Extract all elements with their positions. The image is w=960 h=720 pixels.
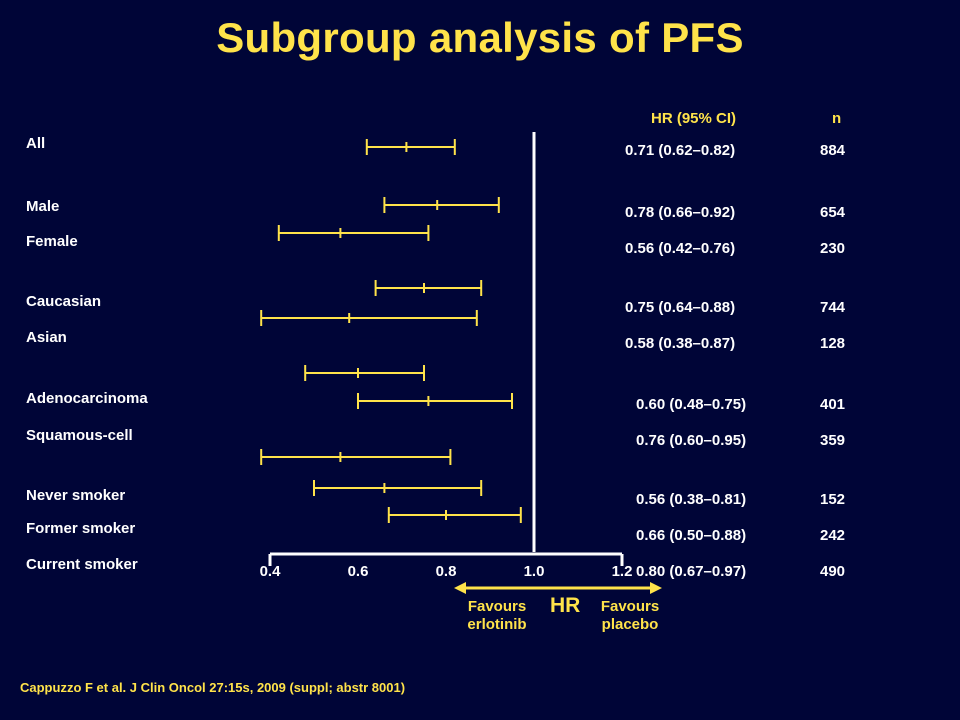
header-hr-ci: HR (95% CI) — [651, 110, 737, 127]
n-value: 744 — [820, 299, 846, 316]
n-value: 359 — [820, 432, 846, 449]
n-value: 490 — [820, 563, 846, 580]
ci-bar — [313, 480, 483, 496]
ci-bar — [260, 310, 478, 326]
hr-ci-value: 0.76 (0.60–0.95) — [636, 432, 747, 449]
n-value: 152 — [820, 491, 846, 508]
subgroup-label: Asian — [26, 329, 67, 346]
subgroup-label: Male — [26, 198, 60, 215]
x-tick-label: 1.0 — [523, 563, 545, 580]
hr-ci-value: 0.78 (0.66–0.92) — [625, 204, 736, 221]
subgroup-label: Female — [26, 233, 78, 250]
n-value: 401 — [820, 396, 846, 413]
x-tick-label: 0.6 — [347, 563, 369, 580]
n-value: 230 — [820, 240, 846, 257]
ci-bar — [387, 507, 522, 523]
x-tick-label: 0.4 — [259, 563, 281, 580]
subgroup-label: Current smoker — [26, 556, 138, 573]
hr-ci-value: 0.75 (0.64–0.88) — [625, 299, 736, 316]
hr-ci-value: 0.66 (0.50–0.88) — [636, 527, 747, 544]
x-tick-label: 0.8 — [435, 563, 457, 580]
header-n: n — [832, 110, 842, 127]
subgroup-label: Adenocarcinoma — [26, 390, 148, 407]
hr-ci-value: 0.71 (0.62–0.82) — [625, 142, 736, 159]
favours-placebo-label: Favours placebo — [582, 598, 678, 634]
favours-arrow-right-head — [650, 582, 662, 594]
favours-placebo-line2: placebo — [601, 616, 659, 633]
hr-ci-value: 0.60 (0.48–0.75) — [636, 396, 747, 413]
subgroup-label: Never smoker — [26, 487, 126, 504]
subgroup-label: All — [26, 135, 46, 152]
ci-bar — [357, 393, 513, 409]
ci-bar — [365, 139, 456, 155]
hr-ci-value: 0.58 (0.38–0.87) — [625, 335, 736, 352]
favours-erlotinib-label: Favours erlotinib — [452, 598, 542, 634]
hr-axis-label: HR — [550, 594, 581, 617]
favours-arrow-left-head — [454, 582, 466, 594]
n-value: 128 — [820, 335, 846, 352]
subgroup-label: Caucasian — [26, 293, 102, 310]
citation: Cappuzzo F et al. J Clin Oncol 27:15s, 2… — [20, 680, 406, 695]
n-value: 242 — [820, 527, 846, 544]
page-title: Subgroup analysis of PFS — [216, 14, 744, 61]
subgroup-label: Squamous-cell — [26, 427, 133, 444]
ci-bar — [374, 280, 483, 296]
n-value: 654 — [820, 204, 846, 221]
hr-ci-value: 0.56 (0.38–0.81) — [636, 491, 747, 508]
favours-erlotinib-line1: Favours — [467, 598, 527, 615]
hr-ci-value: 0.80 (0.67–0.97) — [636, 563, 747, 580]
hr-ci-value: 0.56 (0.42–0.76) — [625, 240, 736, 257]
ci-bar — [304, 365, 425, 381]
ci-bar — [260, 449, 452, 465]
n-value: 884 — [820, 142, 846, 159]
favours-erlotinib-line2: erlotinib — [467, 616, 527, 633]
x-tick-label: 1.2 — [611, 563, 633, 580]
favours-placebo-line1: Favours — [600, 598, 660, 615]
subgroup-label: Former smoker — [26, 520, 136, 537]
ci-bar — [383, 197, 500, 213]
ci-bar — [277, 225, 430, 241]
